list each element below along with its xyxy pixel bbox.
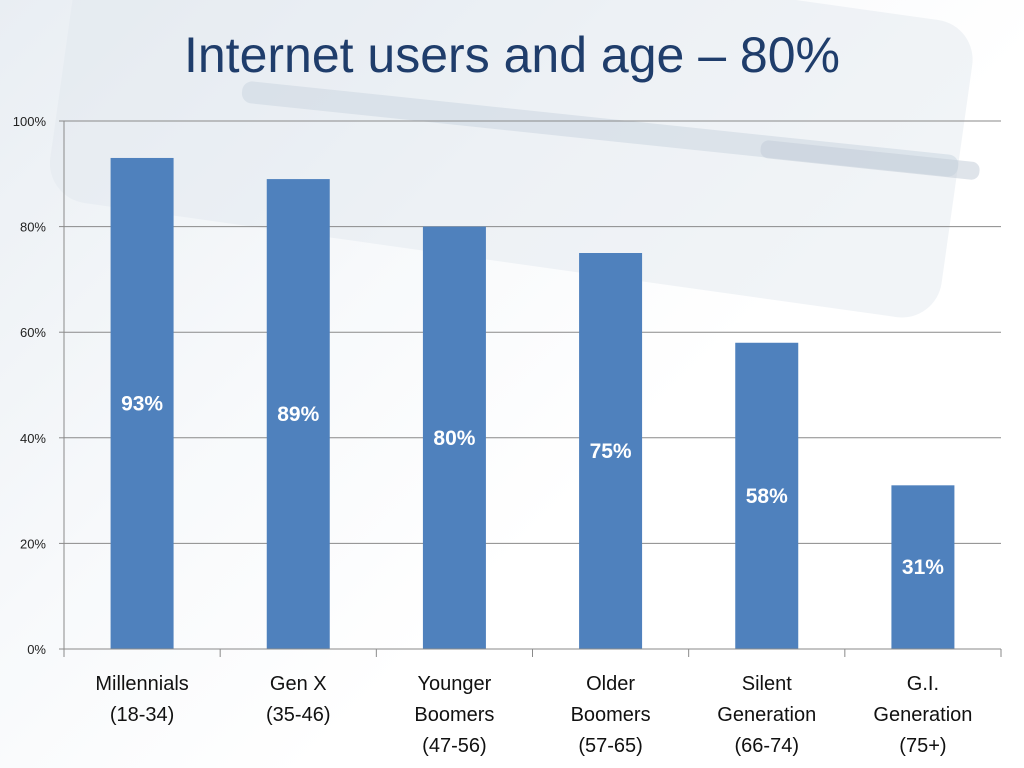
category-label-line: (66-74) bbox=[735, 735, 799, 757]
data-label: 93% bbox=[121, 392, 163, 415]
category-label-line: (57-65) bbox=[578, 735, 642, 757]
category-label-line: Gen X bbox=[270, 673, 327, 695]
category-label-line: Generation bbox=[717, 704, 816, 726]
y-tick-label: 100% bbox=[13, 114, 47, 129]
category-label-line: Boomers bbox=[414, 704, 494, 726]
category-label-line: (18-34) bbox=[110, 704, 174, 726]
category-label: Younger Boomers (47-56) bbox=[414, 673, 494, 757]
bar bbox=[579, 253, 643, 649]
category-label-line: (75+) bbox=[899, 735, 946, 757]
bar bbox=[266, 179, 330, 649]
y-tick-label: 60% bbox=[20, 325, 46, 340]
data-label: 75% bbox=[590, 440, 632, 463]
category-label-line: (35-46) bbox=[266, 704, 330, 726]
category-label: Silent Generation (66-74) bbox=[717, 673, 816, 757]
category-label-line: G.I. bbox=[907, 673, 939, 695]
data-label: 58% bbox=[746, 485, 788, 508]
category-label: Older Boomers (57-65) bbox=[571, 673, 651, 757]
category-label-line: Millennials bbox=[95, 673, 188, 695]
category-label: Gen X (35-46) bbox=[266, 673, 330, 726]
y-tick-label: 0% bbox=[27, 642, 46, 657]
category-label-line: Generation bbox=[873, 704, 972, 726]
category-label-line: (47-56) bbox=[422, 735, 486, 757]
bar bbox=[422, 226, 486, 649]
category-label-line: Silent bbox=[742, 673, 792, 695]
category-label-line: Younger bbox=[418, 673, 492, 695]
y-tick-label: 20% bbox=[20, 536, 46, 551]
category-label: Millennials (18-34) bbox=[95, 673, 188, 726]
category-label: G.I. Generation (75+) bbox=[873, 673, 972, 757]
data-label: 31% bbox=[902, 556, 944, 579]
bar bbox=[891, 485, 955, 649]
y-tick-label: 40% bbox=[20, 431, 46, 446]
data-label: 80% bbox=[433, 427, 475, 450]
bar bbox=[735, 342, 799, 649]
y-tick-label: 80% bbox=[20, 220, 46, 235]
bar bbox=[110, 157, 174, 649]
page-title: Internet users and age – 80% bbox=[183, 27, 840, 83]
category-label-line: Boomers bbox=[571, 704, 651, 726]
data-label: 89% bbox=[277, 403, 319, 426]
category-label-line: Older bbox=[586, 673, 635, 695]
